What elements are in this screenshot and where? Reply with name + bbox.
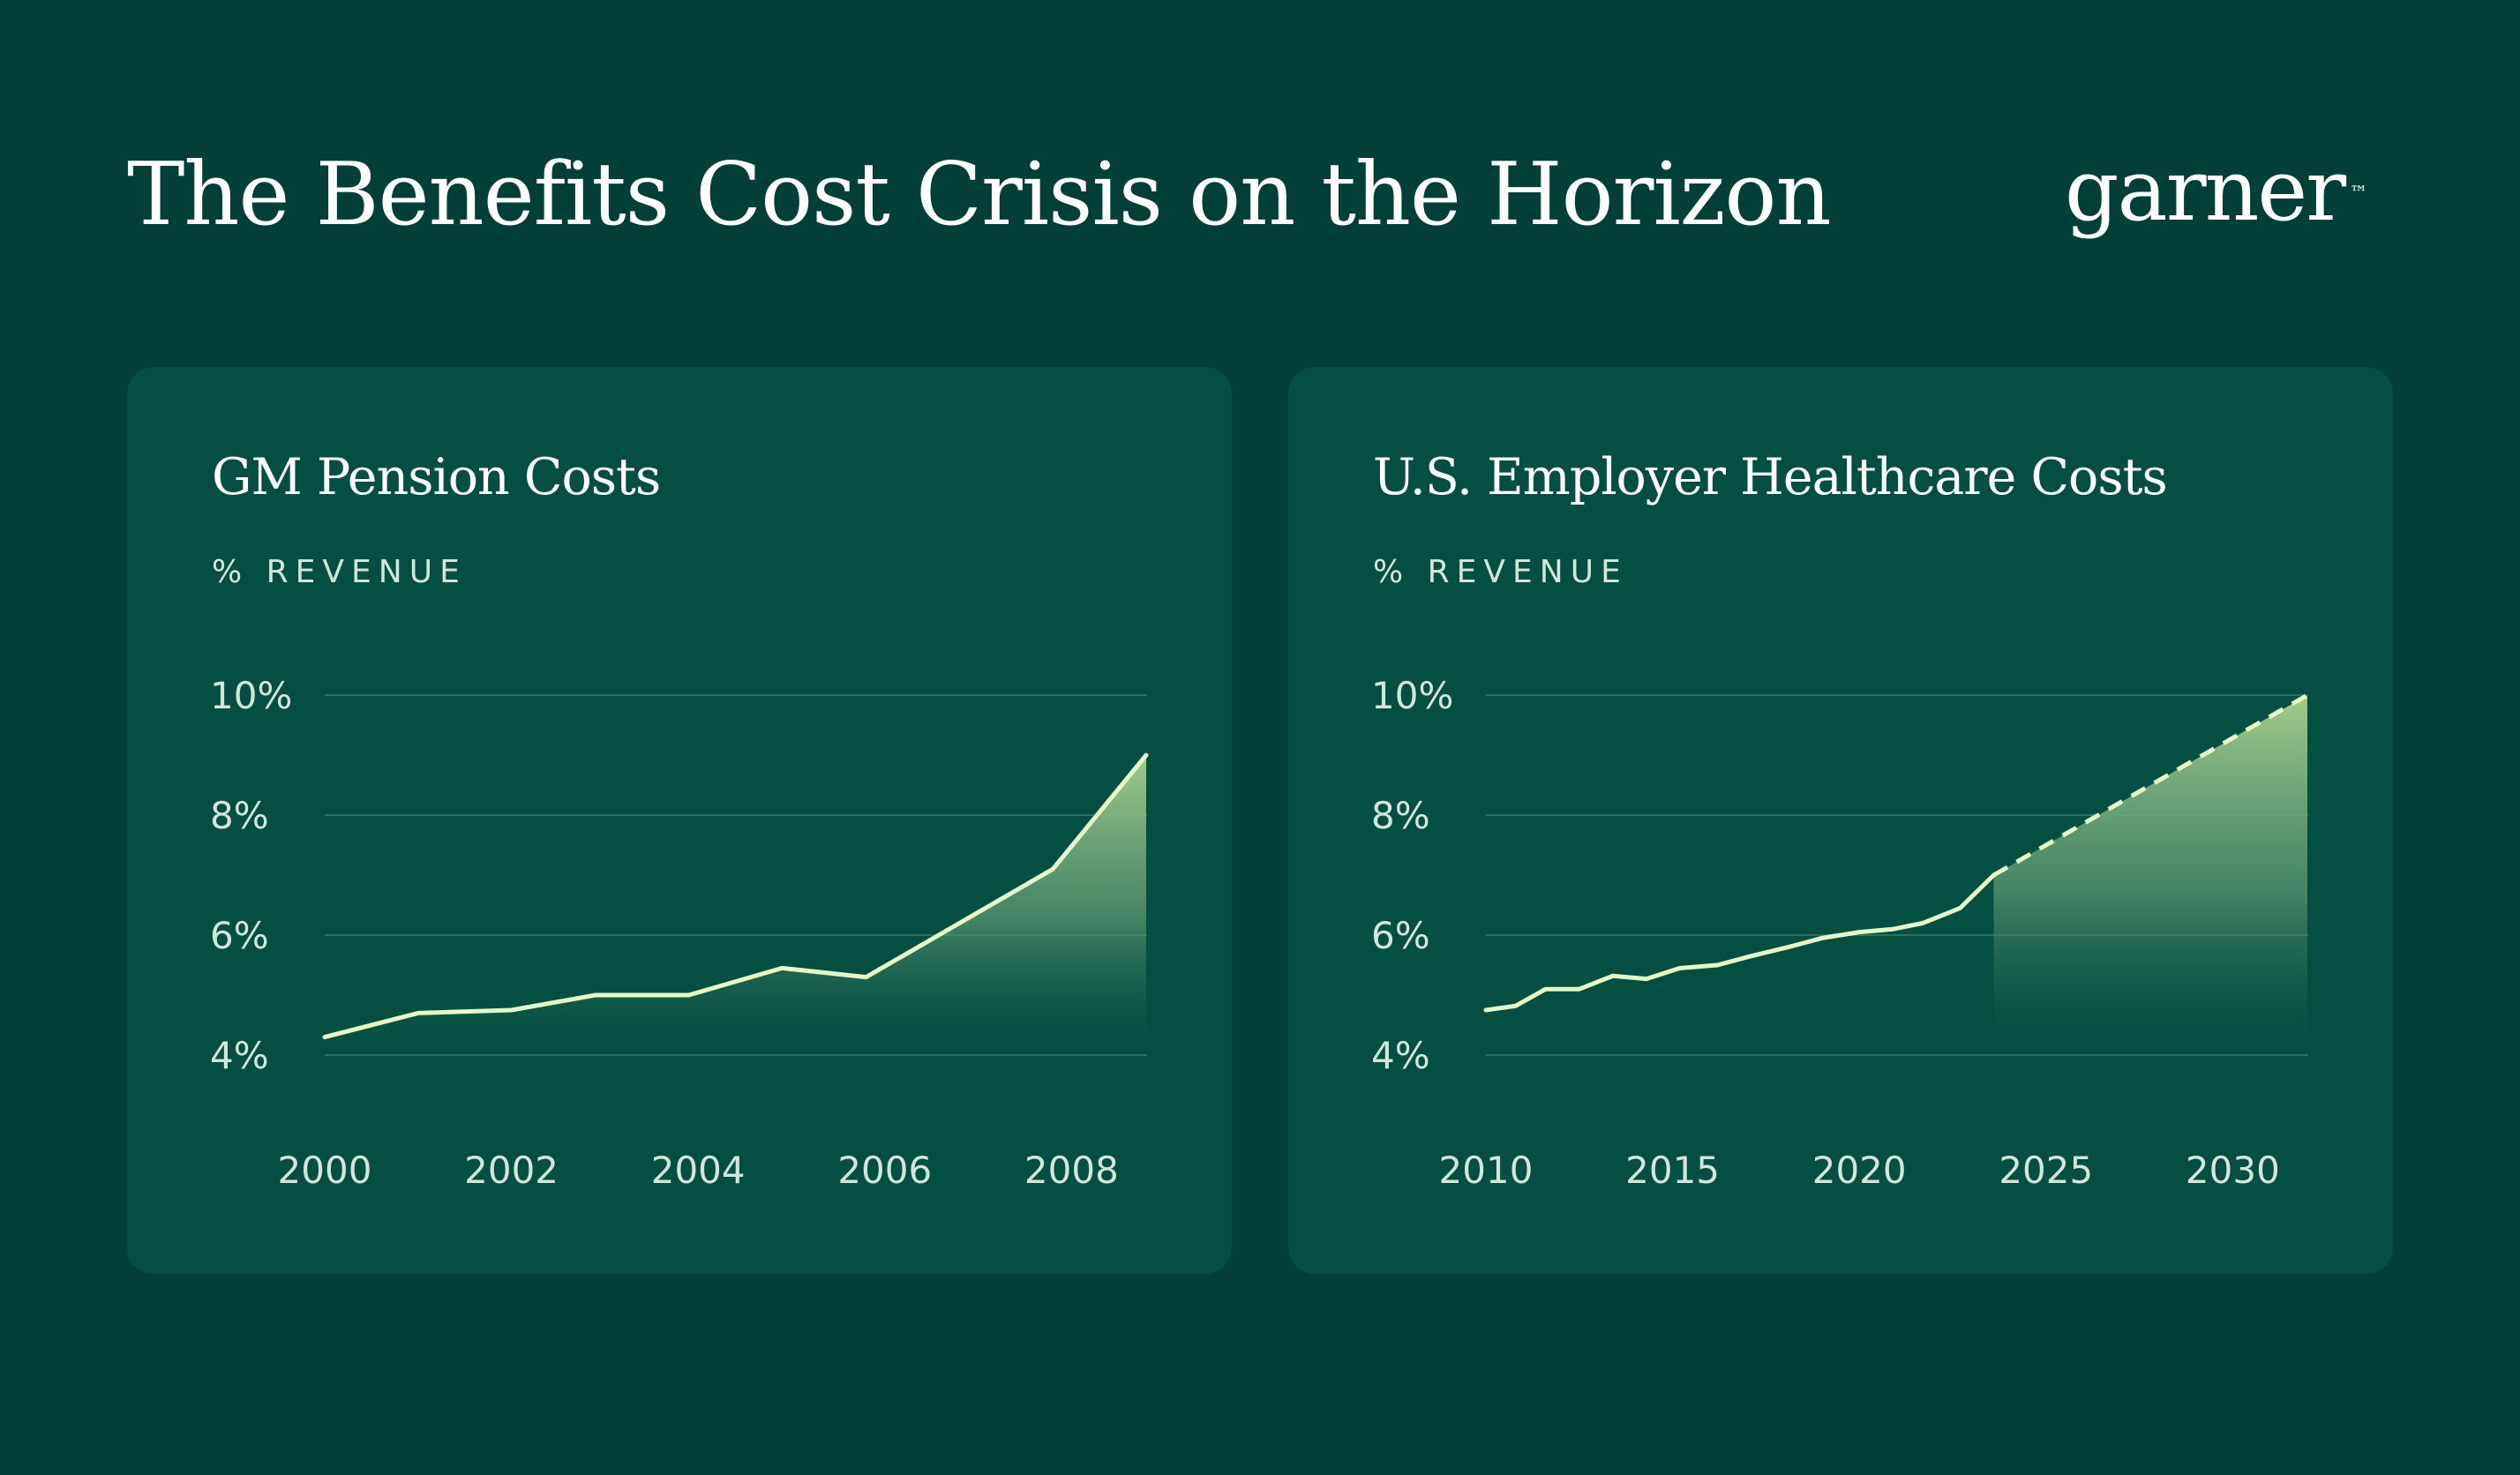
y-tick-label: 8% [1371, 794, 1430, 837]
area-fill [325, 755, 1146, 1055]
x-tick-label: 2010 [1439, 1149, 1534, 1192]
gm-pension-card: GM Pension Costs % REVENUE 4% 6% 8% 10% 2000… [127, 367, 1232, 1274]
chart-title: GM Pension Costs [212, 448, 661, 506]
y-tick-label: 4% [1371, 1034, 1430, 1077]
y-tick-label: 10% [210, 674, 292, 717]
x-tick-label: 2008 [1024, 1149, 1119, 1192]
trademark-mark: ™ [2350, 182, 2368, 203]
y-tick-label: 6% [1371, 914, 1430, 957]
x-tick-label: 2030 [2186, 1149, 2280, 1192]
chart-subtitle: % REVENUE [1373, 554, 1628, 590]
page-title: The Benefits Cost Crisis on the Horizon [127, 145, 1832, 245]
series-line [1992, 693, 2309, 878]
healthcare-chart: 4% 6% 8% 10% 2010 2015 2020 2025 2030 [1371, 674, 2309, 1192]
x-tick-label: 2000 [278, 1149, 372, 1192]
area-fill [1993, 695, 2307, 1055]
healthcare-card: U.S. Employer Healthcare Costs % REVENUE… [1288, 367, 2393, 1274]
series-line [1483, 872, 1997, 1013]
y-tick-label: 6% [210, 914, 269, 957]
x-tick-label: 2004 [651, 1149, 746, 1192]
x-tick-label: 2025 [1999, 1149, 2093, 1192]
y-tick-label: 10% [1371, 674, 1453, 717]
logo-wordmark: garner [2065, 141, 2346, 240]
x-tick-label: 2006 [837, 1149, 932, 1192]
x-tick-label: 2020 [1812, 1149, 1907, 1192]
y-tick-label: 8% [210, 794, 269, 837]
chart-title: U.S. Employer Healthcare Costs [1373, 448, 2168, 506]
garner-logo: garner ™ [2065, 148, 2367, 233]
x-tick-label: 2015 [1625, 1149, 1720, 1192]
y-tick-label: 4% [210, 1034, 269, 1077]
chart-subtitle: % REVENUE [212, 554, 467, 590]
x-tick-label: 2002 [464, 1149, 559, 1192]
gm-pension-chart: 4% 6% 8% 10% 2000 2002 2004 2006 2008 [210, 674, 1149, 1192]
